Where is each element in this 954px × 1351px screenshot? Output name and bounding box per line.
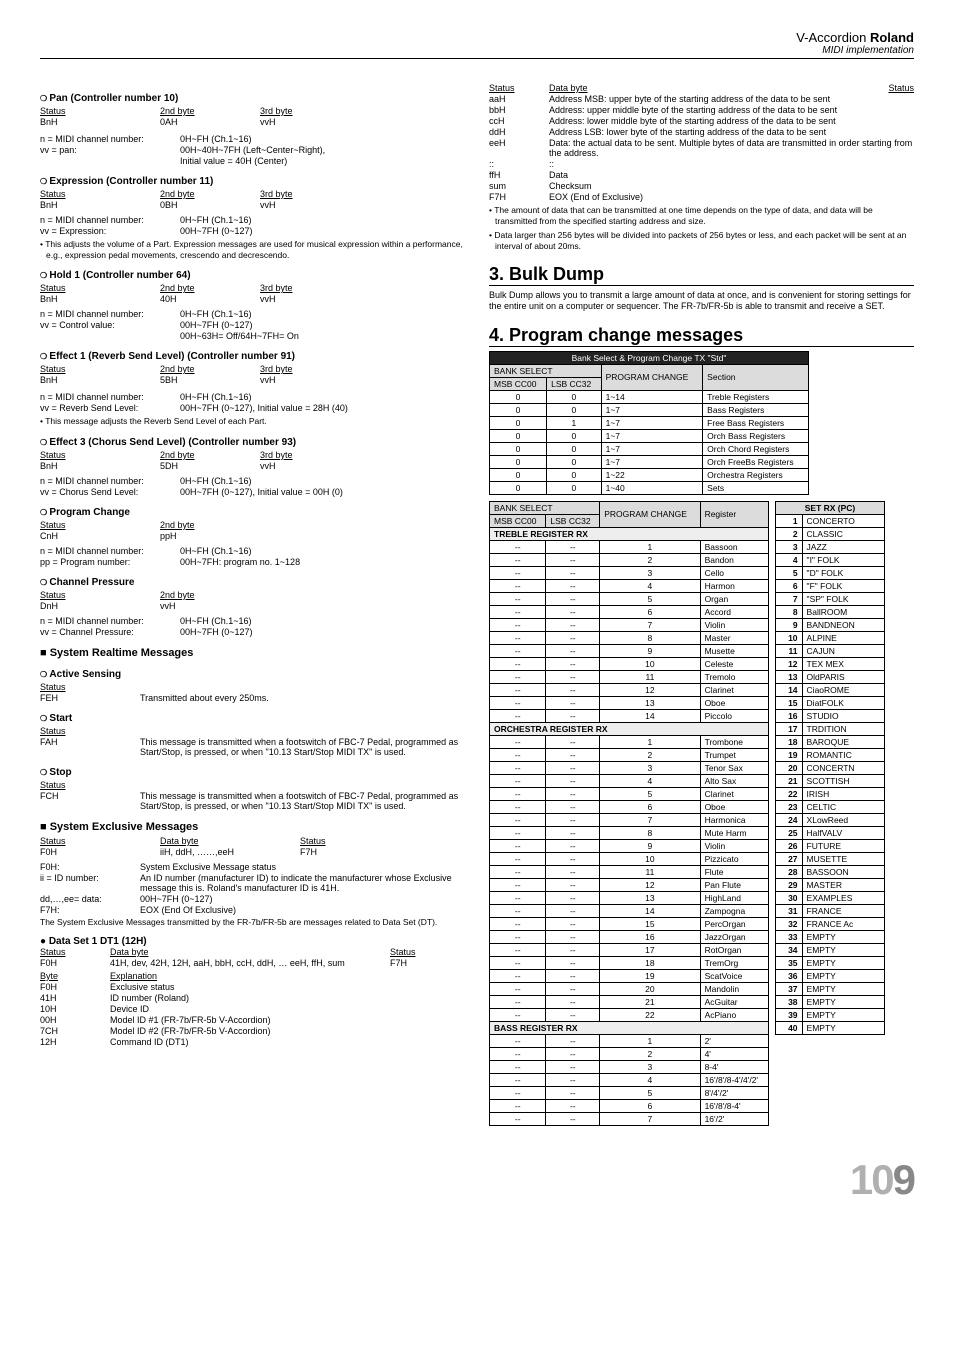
pan-title: Pan (Controller number 10)	[40, 93, 465, 104]
eff1-note: This message adjusts the Reverb Send Lev…	[46, 416, 465, 427]
brand-bold: Roland	[870, 30, 914, 45]
bulk-title: 3. Bulk Dump	[489, 264, 914, 286]
pcm-title: 4. Program change messages	[489, 325, 914, 347]
dt1-title: Data Set 1 DT1 (12H)	[40, 936, 465, 947]
t1-cap: Bank Select & Program Change TX "Std"	[490, 351, 809, 364]
rt-note1: The amount of data that can be transmitt…	[495, 205, 914, 226]
col-h: 2nd byte	[160, 106, 260, 116]
right-top-rows: aaHAddress MSB: upper byte of the starti…	[489, 94, 914, 202]
pcm-table1: Bank Select & Program Change TX "Std" BA…	[489, 351, 809, 495]
stop-title: Stop	[40, 767, 465, 778]
bulk-para: Bulk Dump allows you to transmit a large…	[489, 290, 914, 313]
dt1-rows: F0HExclusive status41HID number (Roland)…	[40, 982, 465, 1047]
eff1-title: Effect 1 (Reverb Send Level) (Controller…	[40, 351, 465, 362]
chp-title: Channel Pressure	[40, 577, 465, 588]
rt-note2: Data larger than 256 bytes will be divid…	[495, 230, 914, 251]
hold1-title: Hold 1 (Controller number 64)	[40, 270, 465, 281]
active-sensing-title: Active Sensing	[40, 669, 465, 680]
left-column: Pan (Controller number 10) Status2nd byt…	[40, 83, 465, 1132]
start-title: Start	[40, 713, 465, 724]
col-h: 3rd byte	[260, 106, 465, 116]
page-header: V-Accordion Roland MIDI implementation	[40, 30, 914, 59]
sem-note: The System Exclusive Messages transmitte…	[40, 917, 465, 928]
brand-text: V-Accordion	[796, 30, 866, 45]
col-h: Status	[40, 106, 160, 116]
right-column: StatusData byteStatus aaHAddress MSB: up…	[489, 83, 914, 1132]
page-number: 109	[40, 1156, 914, 1204]
expr-title: Expression (Controller number 11)	[40, 176, 465, 187]
setrx-table: SET RX (PC) 1CONCERTO2CLASSIC3JAZZ4"I" F…	[775, 501, 885, 1035]
sem-title: System Exclusive Messages	[40, 821, 465, 833]
eff3-title: Effect 3 (Chorus Send Level) (Controller…	[40, 437, 465, 448]
expr-note: This adjusts the volume of a Part. Expre…	[46, 239, 465, 260]
header-sub: MIDI implementation	[40, 45, 914, 56]
pch-title: Program Change	[40, 507, 465, 518]
pcm-table2: BANK SELECT PROGRAM CHANGE Register MSB …	[489, 501, 769, 1126]
srm-title: System Realtime Messages	[40, 647, 465, 659]
